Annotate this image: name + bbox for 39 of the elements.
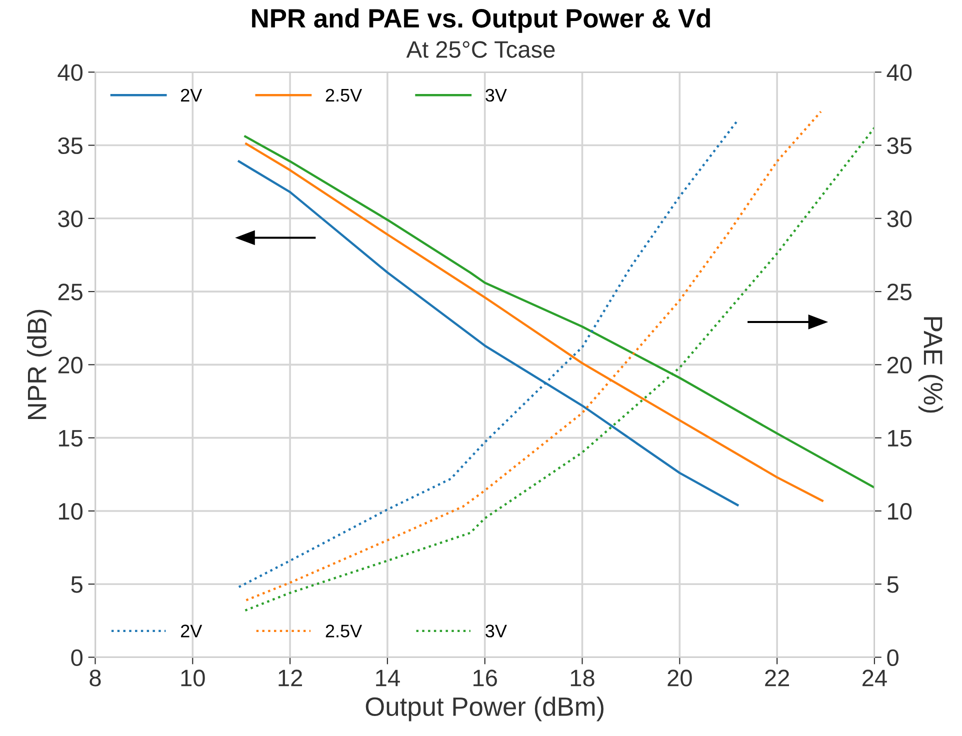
- y-tick-label: 20: [58, 356, 83, 374]
- y-tick-label: 40: [58, 64, 83, 81]
- y-tick-label: 5: [71, 576, 82, 593]
- y2-tick-label: 35: [887, 137, 912, 154]
- x-tick-label: 8: [90, 670, 101, 686]
- y-tick-label: 10: [58, 503, 83, 520]
- legend-label: 3V: [486, 624, 507, 638]
- y2-tick-label: 10: [888, 503, 912, 520]
- y-tick-label: 25: [58, 284, 82, 300]
- x-tick-label: 12: [278, 670, 302, 686]
- y-axis-title: NPR (dB): [27, 310, 52, 419]
- chart-title: NPR and PAE vs. Output Power & Vd: [252, 8, 710, 33]
- legend-label: 2.5V: [326, 88, 362, 102]
- y2-tick-label: 0: [887, 649, 898, 666]
- legend-label: 2V: [181, 624, 202, 638]
- x-tick-label: 16: [474, 670, 497, 686]
- y-tick-label: 15: [58, 430, 82, 447]
- y2-axis-title: PAE (%): [918, 317, 944, 413]
- y-tick-label: 0: [71, 649, 83, 666]
- y2-tick-label: 20: [887, 356, 912, 374]
- legend-label: 3V: [486, 88, 507, 102]
- x-tick-label: 24: [862, 670, 887, 686]
- y2-tick-label: 25: [887, 284, 912, 300]
- x-axis-title: Output Power (dBm): [366, 696, 604, 722]
- y-tick-label: 35: [58, 137, 82, 154]
- y2-tick-label: 40: [886, 64, 912, 81]
- chart-subtitle: At 25°C Tcase: [406, 41, 555, 58]
- x-tick-label: 14: [376, 670, 400, 686]
- line-series: [238, 119, 739, 588]
- x-tick-label: 20: [668, 670, 692, 686]
- y2-tick-label: 5: [887, 576, 898, 593]
- legend-label: 2V: [181, 88, 202, 102]
- legend-label: 2.5V: [326, 624, 362, 638]
- x-tick-label: 18: [570, 670, 594, 686]
- y-tick-label: 30: [58, 210, 83, 228]
- y2-tick-label: 15: [888, 430, 912, 447]
- x-tick-label: 10: [181, 670, 205, 686]
- y2-tick-label: 30: [887, 210, 912, 228]
- x-tick-label: 22: [765, 670, 790, 686]
